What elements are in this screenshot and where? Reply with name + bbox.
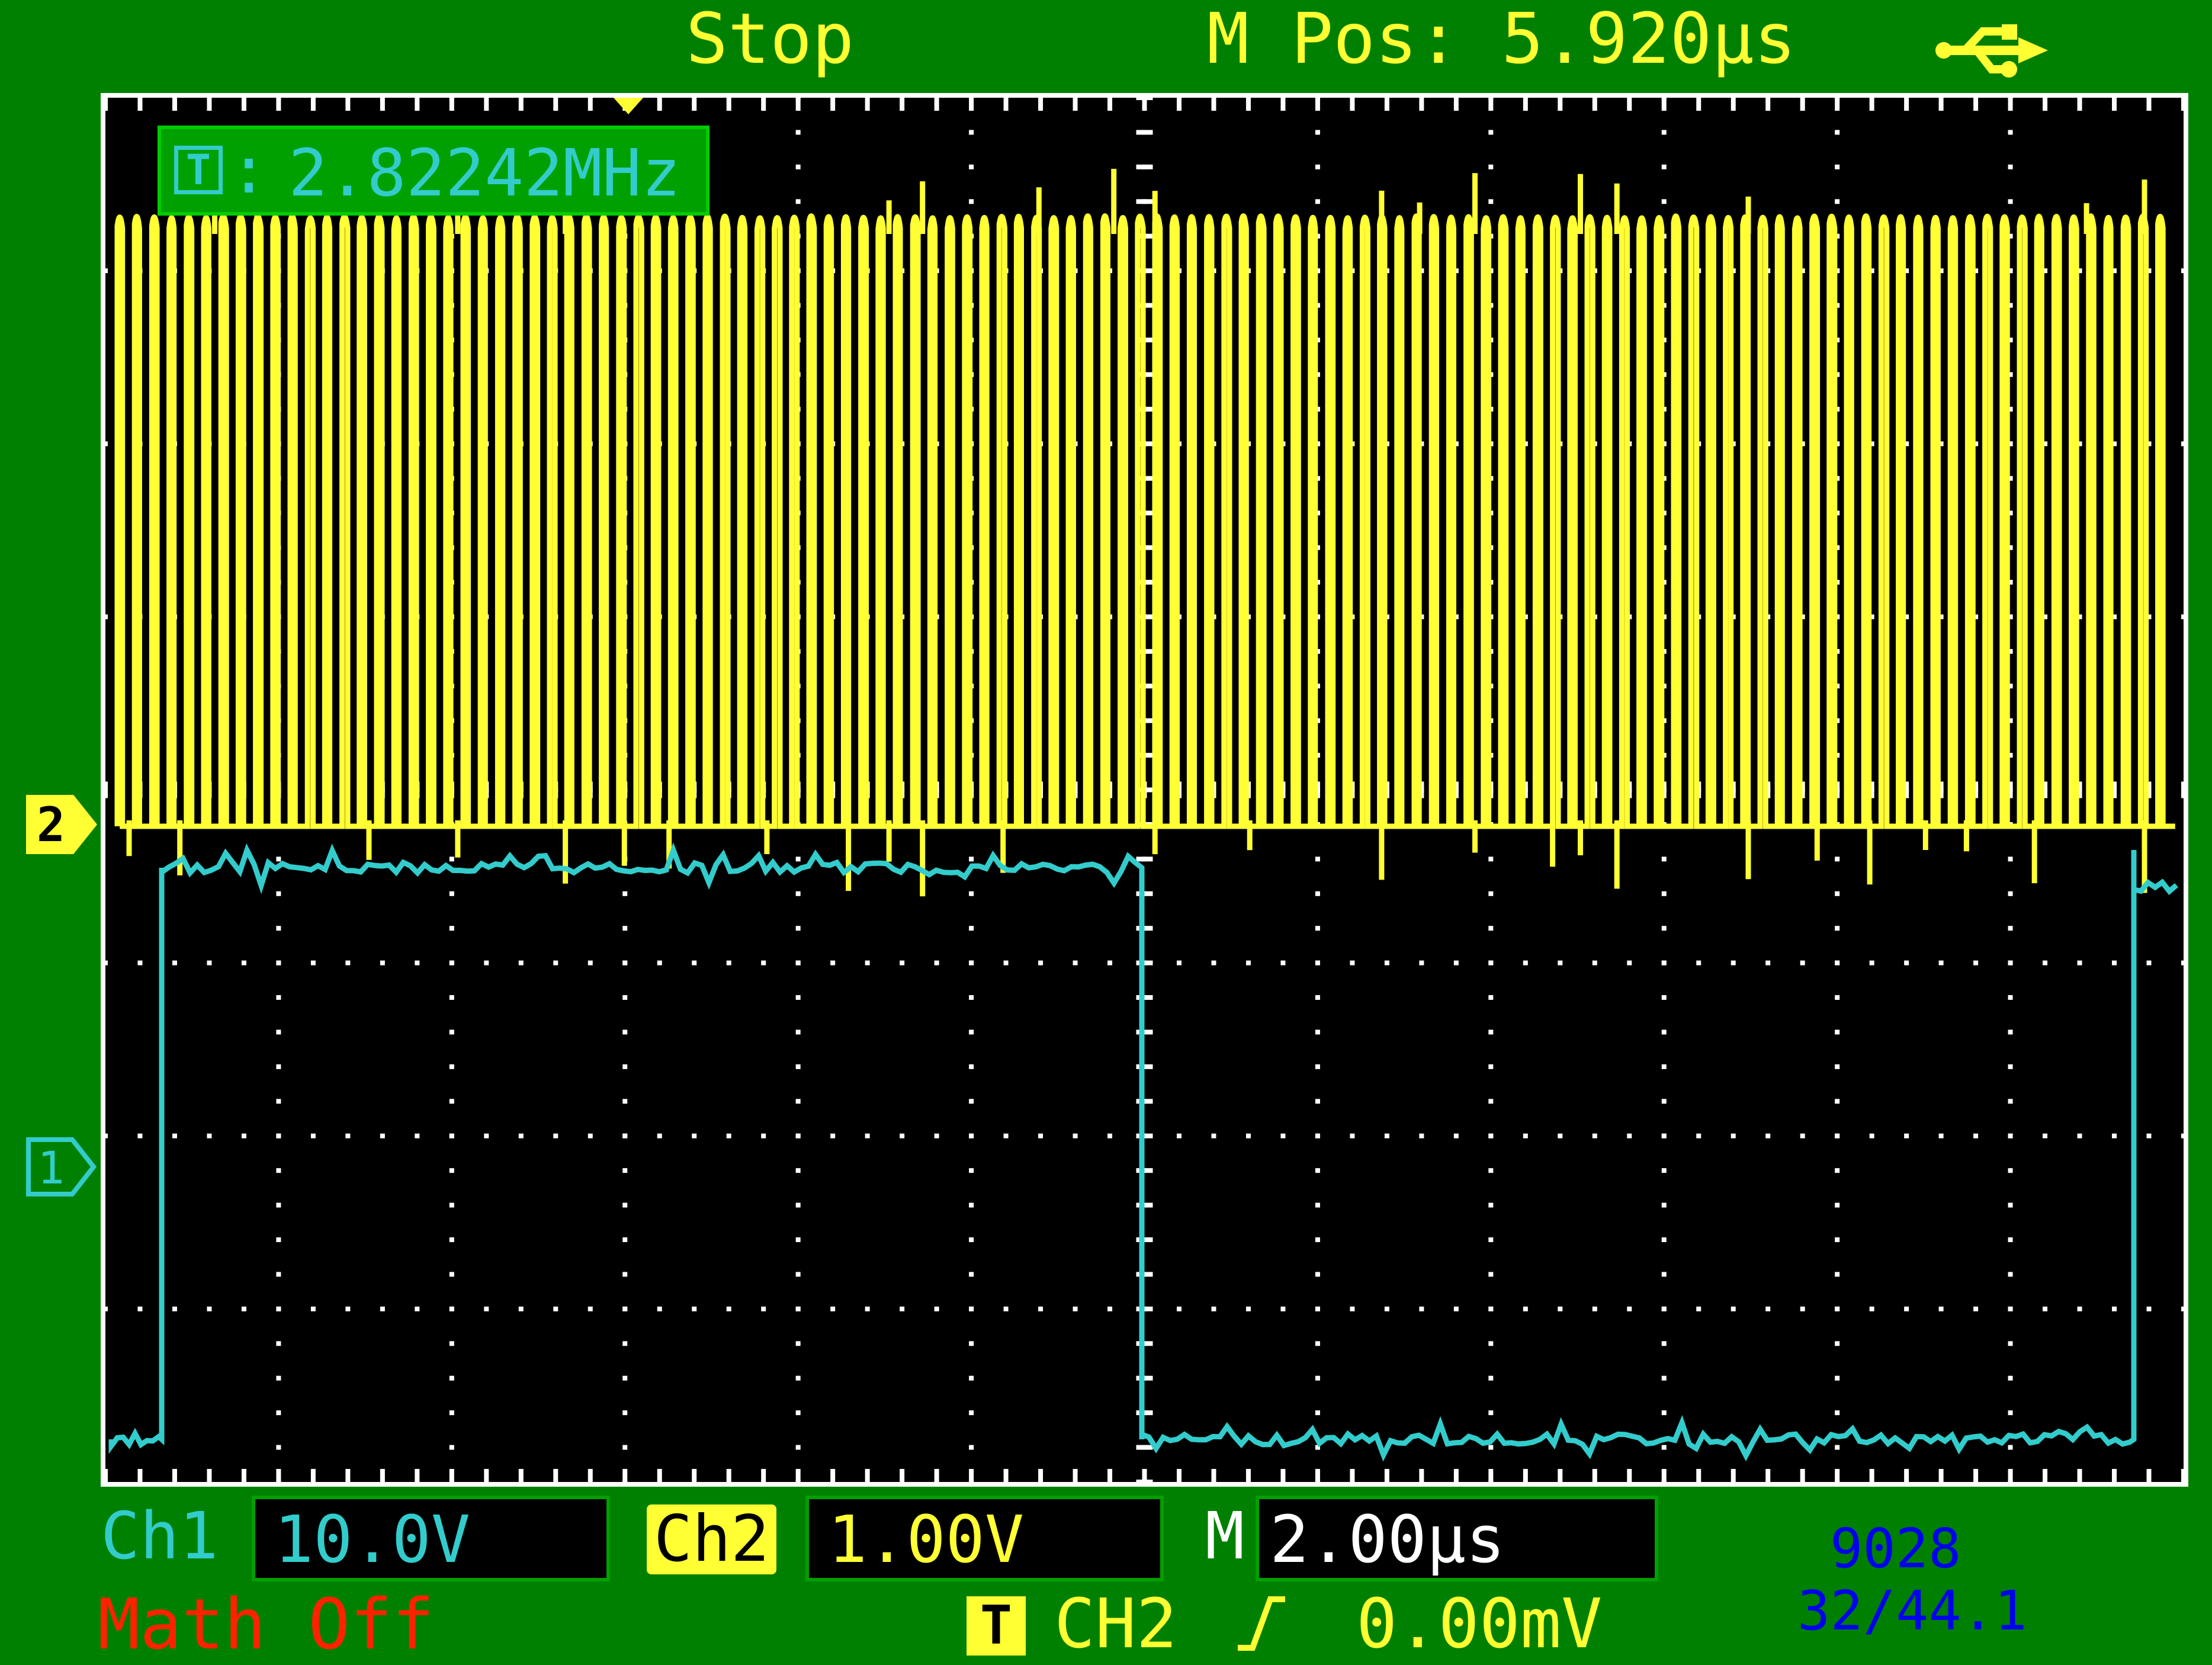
ch2-trace xyxy=(114,213,2175,829)
math-status: Math Off xyxy=(98,1583,435,1665)
frequency-counter-readout: T : 2.82242MHz xyxy=(158,126,709,216)
ch1-marker-label: 1 xyxy=(37,1141,65,1194)
timebase-box: 2.00µs xyxy=(1256,1496,1658,1581)
timebase-label: M xyxy=(1205,1498,1245,1574)
trigger-level: 0.00mV xyxy=(1356,1584,1603,1664)
frequency-value: 2.82242MHz xyxy=(288,135,681,211)
waveform-display xyxy=(101,93,2188,1487)
counter-t-icon: T xyxy=(174,146,223,194)
trigger-position-marker-icon xyxy=(614,98,643,114)
ch2-label: Ch2 xyxy=(647,1504,777,1574)
run-status: Stop xyxy=(686,0,855,79)
ch2-marker-label: 2 xyxy=(37,797,65,852)
ch2-noise-spikes xyxy=(126,169,2147,897)
ch1-volts-per-div: 10.0V xyxy=(274,1502,471,1577)
ch1-ground-marker-icon: 1 xyxy=(26,1137,97,1196)
frequency-colon: : xyxy=(229,132,269,208)
ch2-volts-per-div: 1.00V xyxy=(828,1502,1025,1577)
ch1-trace xyxy=(108,842,2178,1462)
waveform-canvas xyxy=(105,98,2184,1482)
timebase-sec-per-div: 2.00µs xyxy=(1270,1502,1505,1577)
horizontal-position-readout: M Pos: 5.920µs xyxy=(1207,0,1796,79)
rising-edge-icon xyxy=(1238,1596,1285,1651)
sample-rate-readout: 32/44.1 xyxy=(1797,1579,2027,1642)
ch1-scale-box: 10.0V xyxy=(252,1496,610,1581)
trigger-source: CH2 xyxy=(1054,1584,1177,1664)
ch2-ground-marker-icon: 2 xyxy=(26,795,97,854)
usb-icon xyxy=(1935,24,2048,78)
ch2-scale-box: 1.00V xyxy=(805,1496,1164,1581)
ch1-label: Ch1 xyxy=(101,1498,219,1574)
frame-counter: 9028 xyxy=(1830,1517,1961,1580)
trigger-t-icon: T xyxy=(967,1596,1026,1656)
